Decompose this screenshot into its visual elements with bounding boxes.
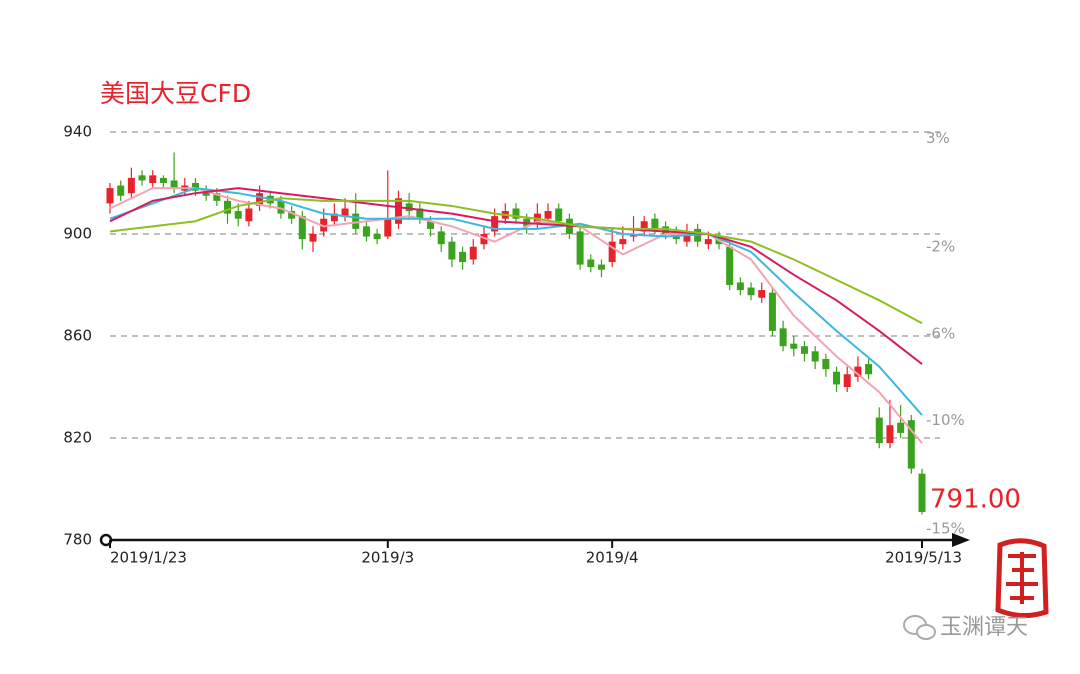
candle-body (127, 177, 135, 194)
candle-body (491, 216, 499, 232)
y-tick-label: 820 (63, 429, 92, 447)
candle-body (886, 425, 894, 444)
candle-body (768, 292, 776, 331)
candle-body (597, 264, 605, 270)
candle-body (288, 211, 296, 219)
candle-body (897, 422, 905, 433)
candle-body (865, 364, 873, 375)
candle-body (416, 208, 424, 219)
candle-body (191, 183, 199, 191)
moving-average (109, 187, 923, 416)
candle-body (875, 417, 883, 444)
candle-body (341, 208, 349, 217)
candle-body (224, 200, 232, 214)
candle-body (811, 351, 819, 362)
candle-body (736, 282, 744, 291)
candle-body (800, 346, 808, 354)
candle-body (138, 175, 146, 181)
x-tick-label: 2019/3 (361, 549, 414, 567)
candle-body (330, 213, 338, 222)
candle-body (245, 208, 253, 222)
candle-body (662, 226, 670, 234)
candle-body (106, 188, 114, 204)
candle-body (362, 226, 370, 237)
candle-body (213, 193, 221, 201)
candle-body (726, 246, 734, 285)
candle-body (309, 234, 317, 242)
candle-body (619, 239, 627, 245)
candle-body (907, 420, 915, 469)
candle-body (683, 231, 691, 242)
candle-body (790, 343, 798, 349)
y2-tick-label: -6% (926, 324, 955, 342)
y2-tick-label: -2% (926, 238, 955, 256)
candle-body (843, 374, 851, 387)
y2-tick-label: -10% (926, 411, 965, 429)
wechat-icon (903, 615, 936, 640)
candle-body (587, 259, 595, 268)
candle-body (437, 231, 445, 245)
y-tick-label: 900 (63, 225, 92, 243)
candle-body (394, 198, 402, 224)
candle-body (277, 200, 285, 214)
y-tick-label: 940 (63, 123, 92, 141)
candle-body (469, 246, 477, 260)
candle-body (822, 358, 830, 370)
candle-body (758, 290, 766, 298)
candle-body (256, 193, 264, 206)
candle-body (480, 234, 488, 245)
candle-body (405, 203, 413, 212)
x-tick-label: 2019/4 (586, 549, 639, 567)
seal (995, 538, 1049, 618)
candle-body (427, 221, 435, 229)
candle-body (298, 216, 306, 240)
candle-body (640, 221, 648, 232)
candle-body (651, 218, 659, 229)
candle-body (512, 208, 520, 219)
candle-body (170, 180, 178, 189)
candle-body (608, 241, 616, 263)
moving-average (109, 187, 923, 365)
candle-body (234, 211, 242, 219)
candle-body (352, 213, 360, 229)
candle-body (747, 287, 755, 296)
candle-body (854, 366, 862, 377)
candle-body (833, 371, 841, 385)
x-tick-label: 2019/5/13 (885, 549, 962, 567)
candle-body (576, 231, 584, 265)
watermark: 玉渊谭天 (940, 615, 1028, 640)
candle-body (149, 175, 157, 183)
candle-body (117, 185, 125, 196)
moving-average (109, 187, 923, 444)
candle-body (202, 190, 210, 196)
candle-body (779, 328, 787, 347)
candle-body (159, 177, 167, 183)
y-tick-label: 780 (63, 531, 92, 549)
candle-body (544, 211, 552, 219)
candle-body (320, 218, 328, 232)
candle-body (704, 239, 712, 245)
x-tick-label: 2019/1/23 (110, 549, 187, 567)
candle-body (918, 473, 926, 512)
candle-body (555, 208, 563, 222)
chart-title: 美国大豆CFD (100, 79, 251, 108)
last-price: 791.00 (930, 485, 1021, 515)
candle-body (448, 241, 456, 260)
y2-tick-label: -15% (926, 520, 965, 538)
candle-body (373, 234, 381, 240)
y-tick-label: 860 (63, 327, 92, 345)
candle-body (459, 251, 467, 263)
axis-arrow (952, 533, 970, 547)
moving-average (109, 197, 923, 325)
y2-tick-label: 3% (926, 129, 950, 147)
candle-body (384, 218, 392, 237)
